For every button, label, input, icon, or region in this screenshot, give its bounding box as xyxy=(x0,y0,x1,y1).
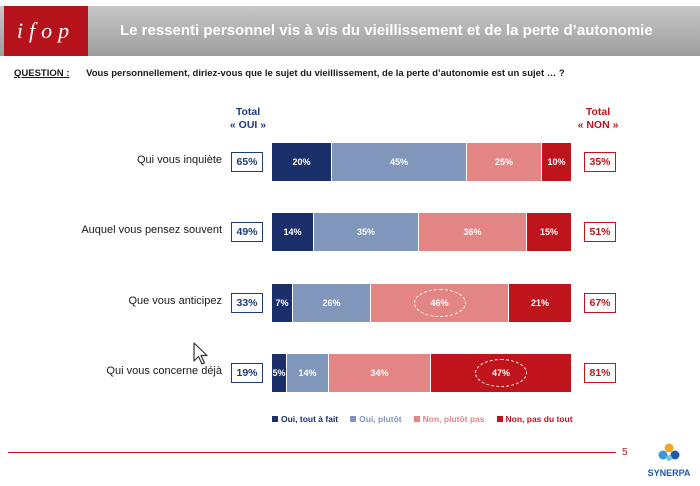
synerpa-flower-icon xyxy=(658,443,680,461)
total-non-value: 51% xyxy=(584,222,616,242)
bar-segment: 20% xyxy=(272,143,332,181)
data-label: 45% xyxy=(389,157,408,167)
mouse-cursor-icon xyxy=(193,342,208,365)
total-oui-value: 65% xyxy=(231,152,263,172)
stacked-bar: 14% 35% 36% 15% xyxy=(272,213,572,251)
legend-swatch xyxy=(350,416,357,422)
data-label: 25% xyxy=(494,157,513,167)
header-bar: ifop Le ressenti personnel vis à vis du … xyxy=(0,6,700,56)
data-label: 7% xyxy=(275,298,289,308)
bar-segment: 5% xyxy=(272,354,287,392)
question-text: Vous personnellement, diriez-vous que le… xyxy=(86,68,565,79)
legend-label: Oui, tout à fait xyxy=(281,414,339,424)
bar-segment: 46% xyxy=(371,284,509,322)
total-oui-value: 33% xyxy=(231,293,263,313)
legend-label: Oui, plutôt xyxy=(359,414,402,424)
total-oui-header-line1: Total xyxy=(235,106,261,118)
bar-segment: 21% xyxy=(509,284,572,322)
synerpa-brand: SYNERPA xyxy=(647,468,691,478)
legend-item: Oui, plutôt xyxy=(350,414,402,424)
data-label: 20% xyxy=(292,157,311,167)
total-non-value: 81% xyxy=(584,363,616,383)
synerpa-logo: SYNERPA xyxy=(644,443,694,478)
bar-segment: 45% xyxy=(332,143,467,181)
bar-segment: 25% xyxy=(467,143,542,181)
data-label: 36% xyxy=(463,227,482,237)
legend-item: Oui, tout à fait xyxy=(272,414,338,424)
total-non-value: 35% xyxy=(584,152,616,172)
total-non-header-line1: Total xyxy=(585,106,611,118)
total-oui-header-line2: « OUI » xyxy=(229,119,267,131)
total-non-header: Total « NON » xyxy=(562,106,634,132)
row-label: Que vous anticipez xyxy=(128,295,222,307)
stacked-bar: 7% 26% 46% 21% xyxy=(272,284,572,322)
highlight-ellipse xyxy=(413,289,466,317)
data-label: 14% xyxy=(283,227,302,237)
data-label: 21% xyxy=(530,298,549,308)
bar-segment: 35% xyxy=(314,213,419,251)
bar-segment: 7% xyxy=(272,284,293,322)
stacked-bar: 5% 14% 34% 47% xyxy=(272,354,572,392)
footer-divider xyxy=(8,452,616,453)
row-label: Auquel vous pensez souvent xyxy=(81,224,222,236)
data-label: 10% xyxy=(547,157,566,167)
data-label: 34% xyxy=(370,368,389,378)
total-non-value: 67% xyxy=(584,293,616,313)
legend-item: Non, pas du tout xyxy=(496,414,573,424)
data-label: 35% xyxy=(356,227,375,237)
ifop-logo: ifop xyxy=(4,6,88,56)
legend-label: Non, pas du tout xyxy=(505,414,573,424)
total-non-header-line2: « NON » xyxy=(577,119,619,131)
row-label: Qui vous concerne déjà xyxy=(106,365,222,377)
bar-segment: 34% xyxy=(329,354,431,392)
total-oui-header: Total « OUI » xyxy=(212,106,284,132)
legend-item: Non, plutôt pas xyxy=(413,414,485,424)
legend-swatch xyxy=(413,416,420,422)
data-label: 14% xyxy=(298,368,317,378)
page-number: 5 xyxy=(622,447,628,458)
data-label: 5% xyxy=(272,368,286,378)
data-label: 26% xyxy=(322,298,341,308)
bar-segment: 47% xyxy=(431,354,572,392)
legend-swatch xyxy=(272,416,278,422)
legend: Oui, tout à fait Oui, plutôt Non, plutôt… xyxy=(272,414,592,424)
row-label: Qui vous inquiète xyxy=(137,154,222,166)
bar-segment: 26% xyxy=(293,284,371,322)
bar-segment: 14% xyxy=(272,213,314,251)
bar-segment: 36% xyxy=(419,213,527,251)
stacked-bar: 20% 45% 25% 10% xyxy=(272,143,572,181)
question: QUESTION : Vous personnellement, diriez-… xyxy=(14,68,565,79)
total-oui-value: 49% xyxy=(231,222,263,242)
bar-segment: 14% xyxy=(287,354,329,392)
bar-segment: 10% xyxy=(542,143,572,181)
question-label: QUESTION : xyxy=(14,68,70,79)
bar-segment: 15% xyxy=(527,213,572,251)
data-label: 15% xyxy=(539,227,558,237)
legend-label: Non, plutôt pas xyxy=(422,414,485,424)
highlight-ellipse xyxy=(475,359,527,387)
page-title: Le ressenti personnel vis à vis du vieil… xyxy=(120,22,653,39)
total-oui-value: 19% xyxy=(231,363,263,383)
legend-swatch xyxy=(496,416,503,422)
